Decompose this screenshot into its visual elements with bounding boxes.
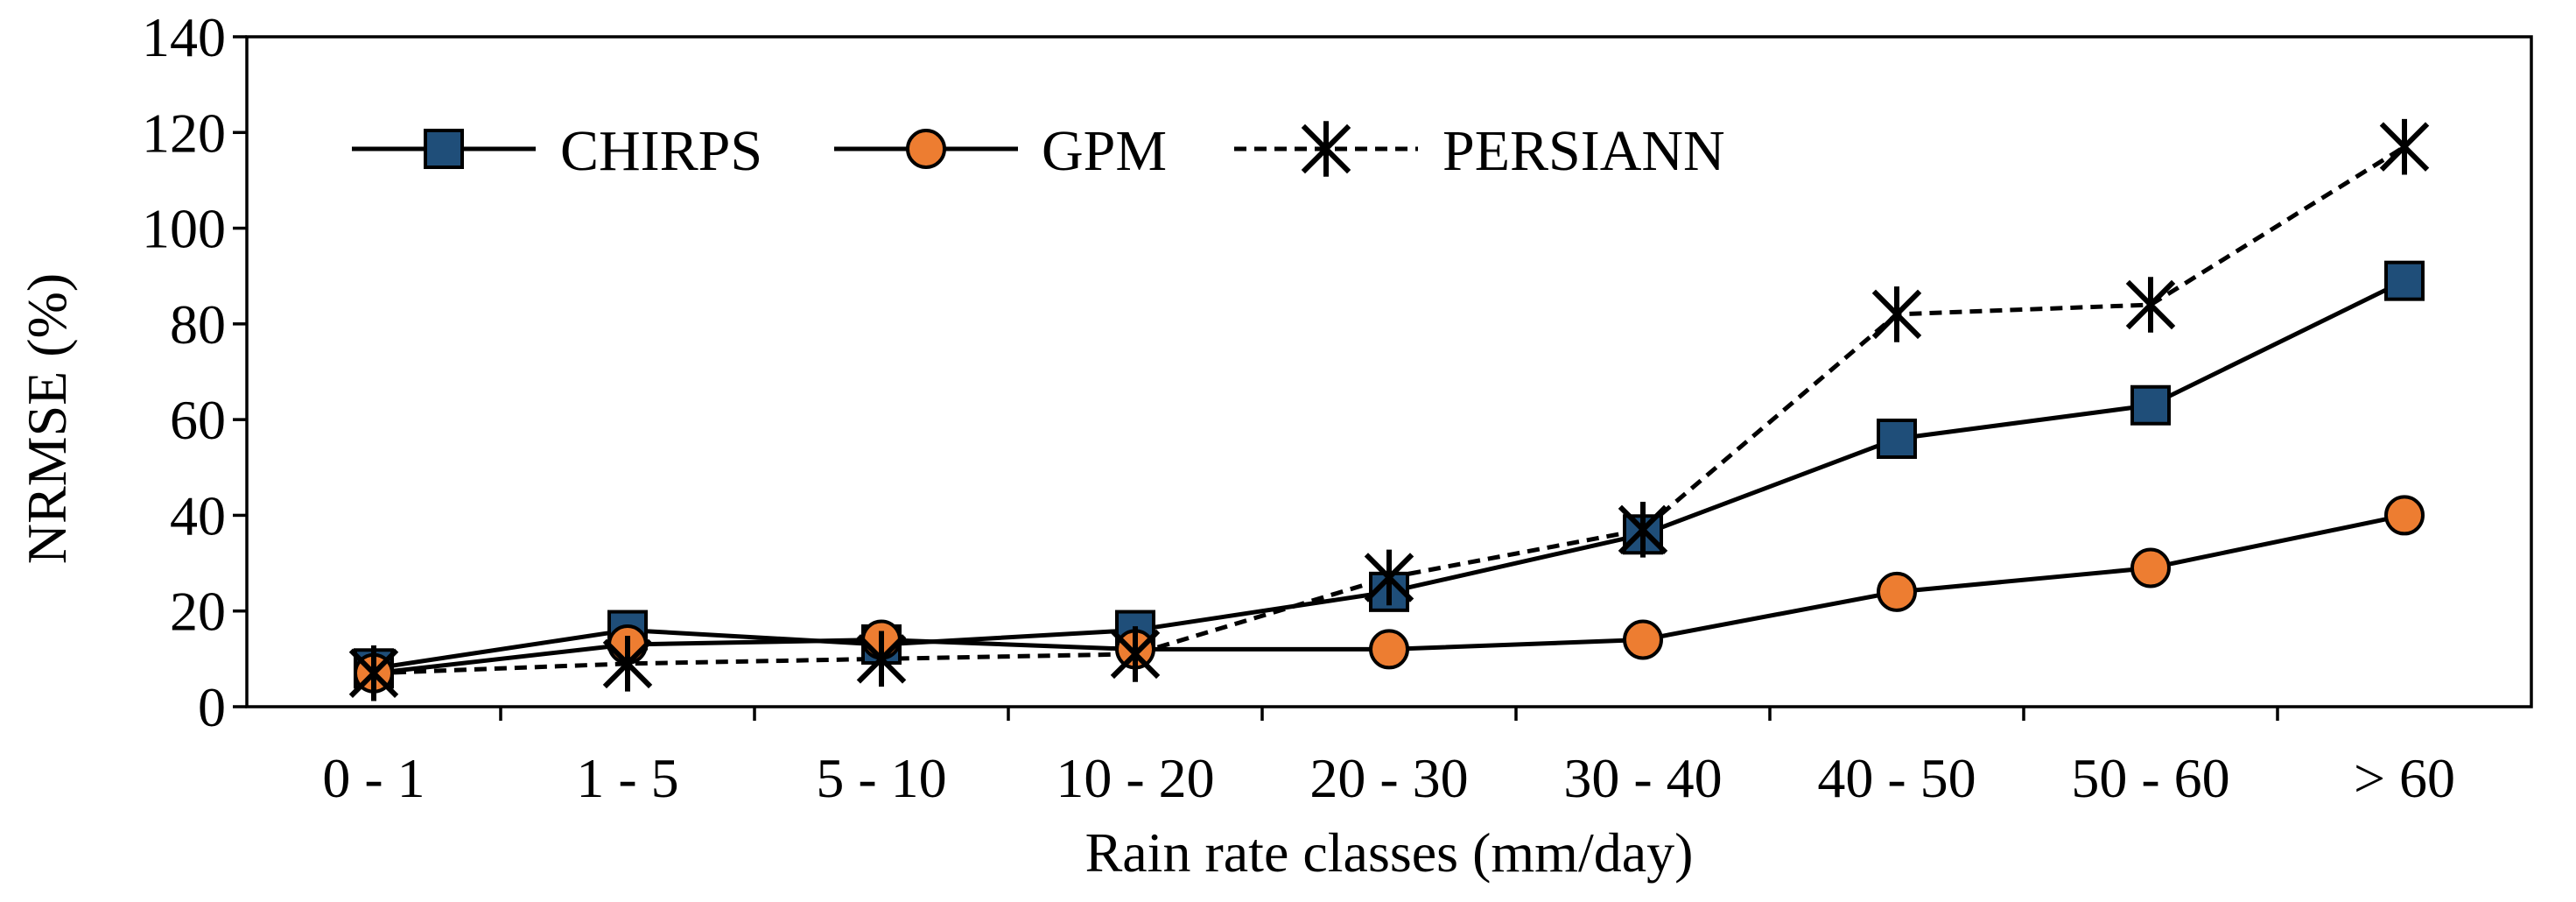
persiann-data-point — [1110, 626, 1161, 682]
legend-label-gpm: GPM — [1042, 119, 1167, 183]
chirps-data-point — [1877, 419, 1917, 459]
gpm-data-point — [2384, 495, 2425, 536]
x-tick-label: 50 - 60 — [2071, 747, 2229, 809]
star-marker-strokes — [2379, 118, 2430, 175]
gpm-data-point — [1369, 629, 1409, 670]
x-tick-label: 20 - 30 — [1309, 747, 1468, 809]
plot-frame — [245, 35, 2533, 708]
legend-marker-chirps — [424, 129, 464, 169]
star-marker-strokes — [1871, 286, 1922, 342]
axes: 0 20 40 60 80 100 120 140 0 - 1 1 - 5 5 - 10 10 - 2… — [142, 6, 2533, 809]
legend-label-chirps: CHIRPS — [560, 119, 762, 183]
y-tick-label: 80 — [170, 293, 226, 356]
gpm-data-point — [1877, 571, 1917, 612]
legend-item-chirps: CHIRPS — [352, 119, 762, 183]
series-markers — [348, 118, 2430, 701]
legend-marker-persiann — [1301, 121, 1351, 177]
legend-marker-gpm — [906, 129, 946, 169]
legend-label-persiann: PERSIANN — [1442, 119, 1725, 183]
y-tick-label: 120 — [142, 102, 226, 164]
legend-item-persiann: PERSIANN — [1234, 119, 1725, 183]
y-tick-label: 140 — [142, 6, 226, 68]
persiann-data-point — [856, 631, 907, 687]
persiann-data-point — [2379, 118, 2430, 175]
star-marker-strokes — [856, 631, 907, 687]
x-axis-title: Rain rate classes (mm/day) — [1085, 821, 1694, 884]
y-tick-label: 60 — [170, 389, 226, 451]
star-marker-strokes — [1301, 121, 1351, 177]
y-tick-label: 100 — [142, 198, 226, 260]
chirps-data-point — [2384, 260, 2425, 301]
y-tick-label: 20 — [170, 581, 226, 643]
persiann-data-point — [348, 645, 399, 701]
star-marker-strokes — [1618, 502, 1668, 558]
x-tick-label: > 60 — [2354, 747, 2455, 809]
star-marker-strokes — [348, 645, 399, 701]
legend: CHIRPS GPM PERSIANN — [352, 119, 1725, 183]
gpm-data-point — [2130, 547, 2171, 588]
persiann-data-point — [2125, 277, 2176, 333]
legend-item-gpm: GPM — [834, 119, 1167, 183]
chirps-data-point — [2130, 384, 2171, 426]
y-tick-label: 0 — [198, 676, 226, 738]
star-marker-strokes — [2125, 277, 2176, 333]
star-marker-strokes — [1364, 549, 1414, 606]
x-tick-label: 10 - 20 — [1056, 747, 1214, 809]
star-marker-strokes — [1110, 626, 1161, 682]
persiann-data-point — [1871, 286, 1922, 342]
x-tick-label: 40 - 50 — [1817, 747, 1976, 809]
y-tick-label: 40 — [170, 484, 226, 546]
star-marker-strokes — [602, 636, 653, 692]
persiann-data-point — [1618, 502, 1668, 558]
x-tick-label: 30 - 40 — [1563, 747, 1722, 809]
y-axis-title: NRMSE (%) — [16, 273, 78, 564]
persiann-data-point — [1364, 549, 1414, 606]
x-tick-label: 0 - 1 — [322, 747, 425, 809]
x-tick-label: 5 - 10 — [816, 747, 946, 809]
x-tick-label: 1 - 5 — [576, 747, 678, 809]
gpm-data-point — [1623, 619, 1663, 660]
persiann-data-point — [602, 636, 653, 692]
